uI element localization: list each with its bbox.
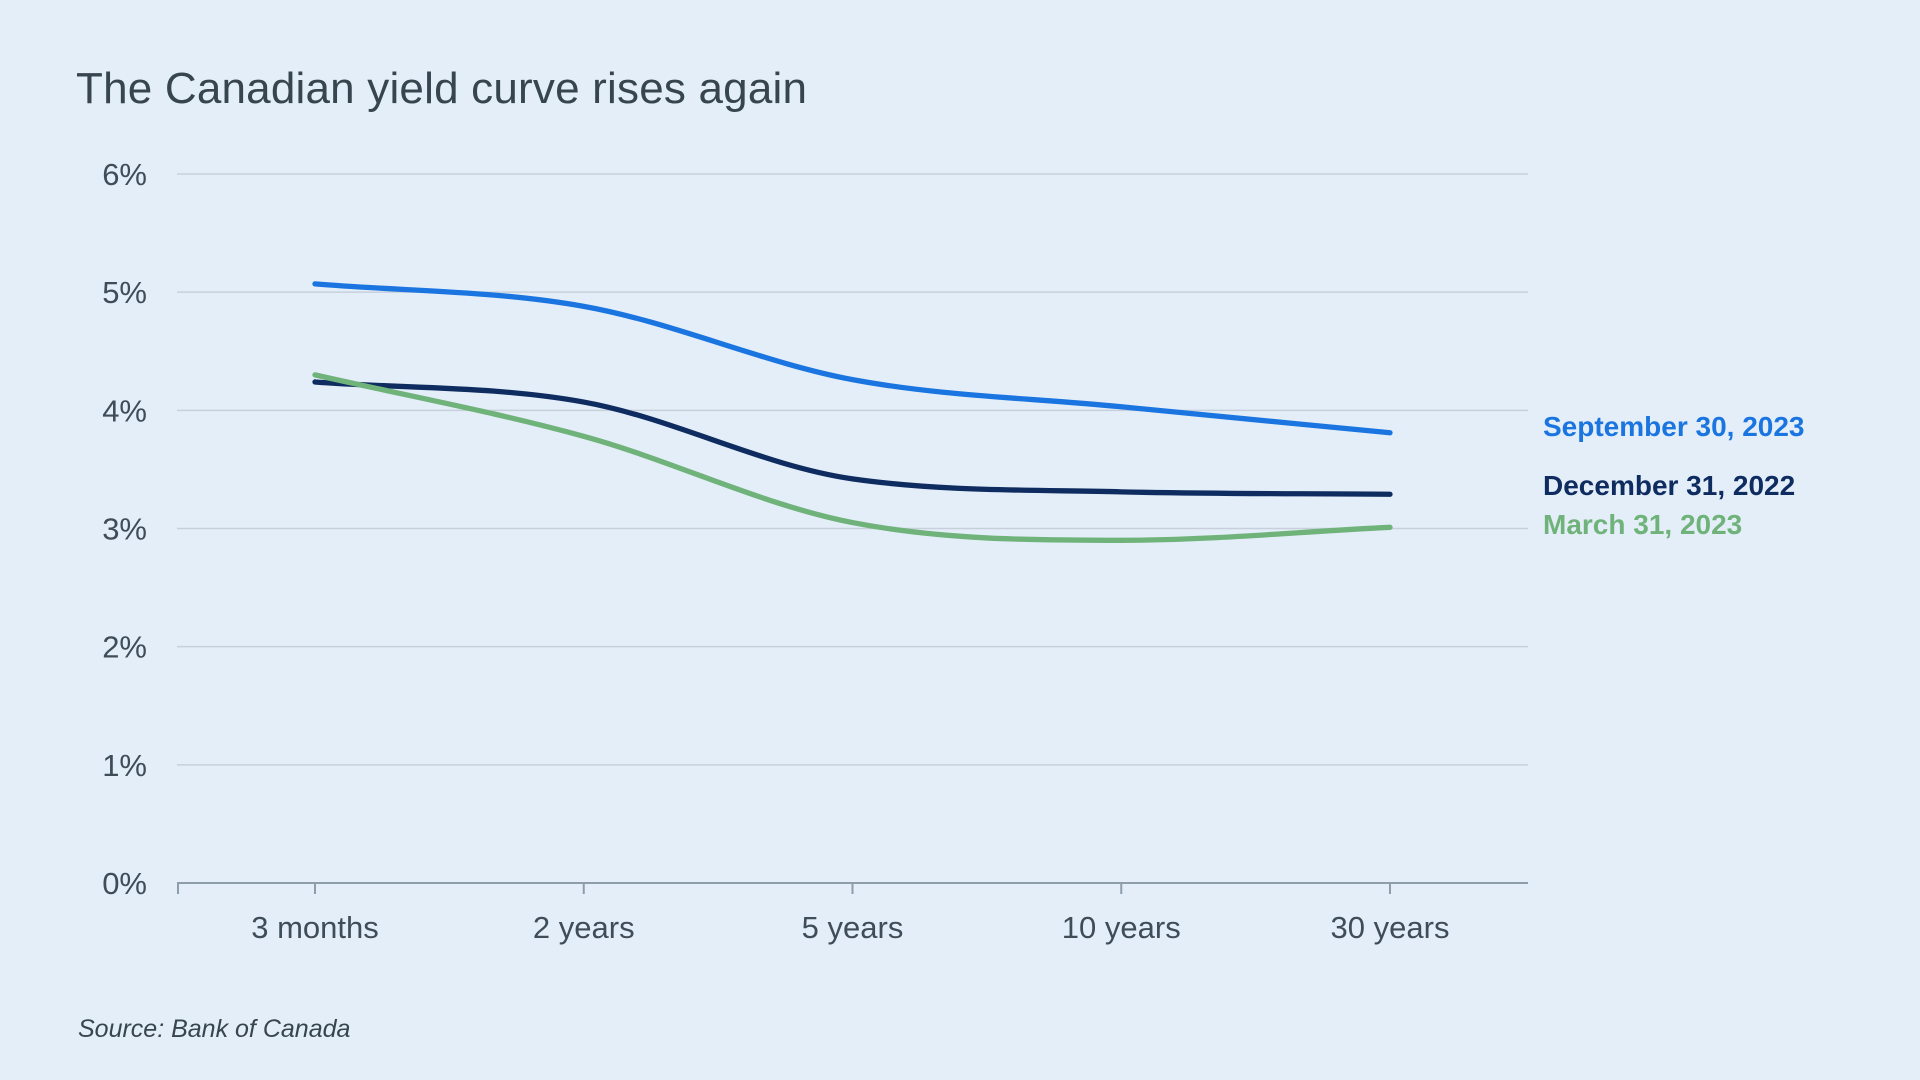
x-tick-label-30-years: 30 years <box>1331 910 1450 945</box>
y-tick-label-1%: 1% <box>102 748 147 783</box>
x-tick-label-3-months: 3 months <box>251 910 379 945</box>
x-tick-label-10-years: 10 years <box>1062 910 1181 945</box>
series-line-march-31-2023 <box>312 372 1393 543</box>
x-tick-label-5-years: 5 years <box>802 910 904 945</box>
y-tick-label-3%: 3% <box>102 511 147 546</box>
series-line-september-30-2023 <box>312 281 1393 436</box>
y-tick-label-6%: 6% <box>102 157 147 192</box>
y-tick-label-5%: 5% <box>102 275 147 310</box>
series-line-december-31-2022 <box>312 379 1393 497</box>
x-tick-label-2-years: 2 years <box>533 910 635 945</box>
y-tick-label-4%: 4% <box>102 393 147 428</box>
y-tick-label-0%: 0% <box>102 866 147 901</box>
source-note: Source: Bank of Canada <box>78 1015 351 1043</box>
chart-title: The Canadian yield curve rises again <box>76 64 808 113</box>
y-tick-label-2%: 2% <box>102 630 147 665</box>
